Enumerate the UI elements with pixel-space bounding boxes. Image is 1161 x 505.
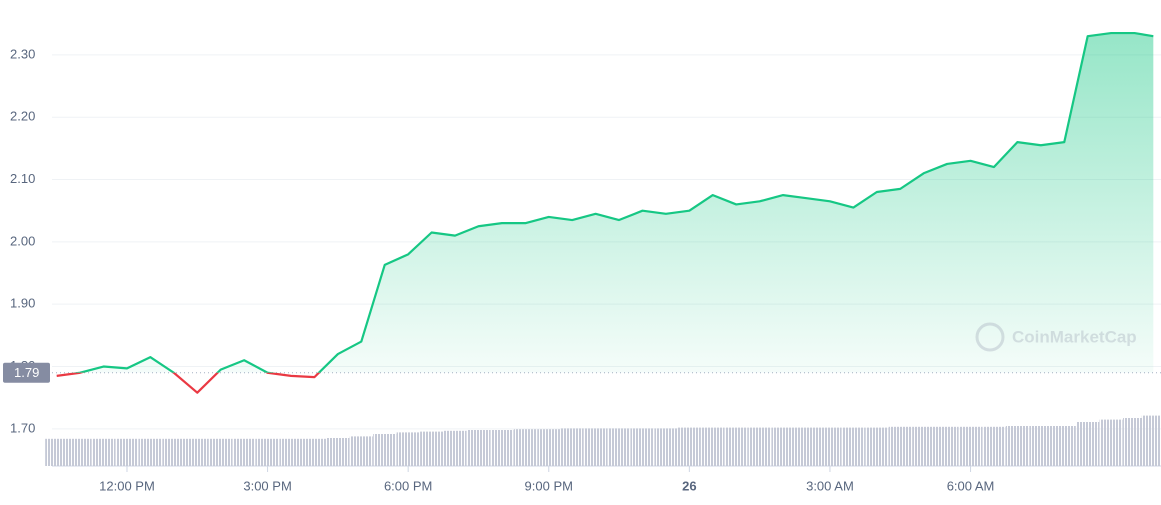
volume-bar xyxy=(560,428,584,466)
y-tick-label: 2.00 xyxy=(10,233,35,248)
volume-bar xyxy=(162,438,186,466)
y-tick-label: 2.30 xyxy=(10,46,35,61)
volume-bar xyxy=(959,426,983,466)
x-tick-label: 26 xyxy=(682,478,696,493)
volume-bar xyxy=(818,427,842,466)
volume-bar xyxy=(537,429,561,466)
volume-bar xyxy=(302,438,326,466)
volume-bar xyxy=(1076,422,1100,466)
volume-bar xyxy=(888,426,912,466)
volume-bar xyxy=(724,427,748,466)
volume-bar xyxy=(92,438,116,466)
volume-bar xyxy=(45,438,69,466)
volume-bar xyxy=(794,427,819,466)
volume-bar xyxy=(935,426,959,466)
price-line-up xyxy=(71,31,1154,373)
volume-bar xyxy=(1099,419,1123,466)
volume-bar xyxy=(466,430,490,466)
volume-bar xyxy=(185,438,209,466)
volume-bar xyxy=(232,438,256,466)
volume-bar xyxy=(841,427,865,466)
volume-bar xyxy=(607,428,631,466)
volume-bar xyxy=(256,438,280,466)
volume-bar xyxy=(443,430,467,466)
price-area xyxy=(80,33,1154,373)
y-tick-label: 2.20 xyxy=(10,109,35,124)
y-tick-label: 1.70 xyxy=(10,420,35,435)
reference-label-box xyxy=(3,362,50,383)
volume-bar xyxy=(513,429,537,466)
volume-bar xyxy=(1052,426,1076,466)
volume-bar xyxy=(748,427,772,466)
y-tick-label: 1.90 xyxy=(10,296,35,311)
volume-bar xyxy=(1123,418,1147,466)
watermark-logo xyxy=(975,322,1005,352)
volume-bar xyxy=(1029,426,1053,466)
x-tick-label: 6:00 AM xyxy=(947,478,995,493)
x-tick-label: 3:00 AM xyxy=(806,478,854,493)
x-tick-label: 6:00 PM xyxy=(384,478,432,493)
volume-bar xyxy=(630,428,655,466)
volume-bar xyxy=(396,432,420,466)
x-tick-label: 9:00 PM xyxy=(525,478,573,493)
volume-bar xyxy=(654,428,678,466)
y-tick-label: 2.10 xyxy=(10,171,35,186)
volume-bar xyxy=(115,438,139,466)
volume-bar xyxy=(865,427,889,466)
volume-bar xyxy=(982,426,1006,466)
watermark-text: CoinMarketCap xyxy=(1012,327,1137,346)
volume-bar xyxy=(771,427,795,466)
volume-bar xyxy=(701,427,725,466)
volume-bar xyxy=(138,438,162,466)
x-tick-label: 3:00 PM xyxy=(243,478,291,493)
reference-label: 1.79 xyxy=(14,365,39,380)
volume-bar xyxy=(68,438,92,466)
volume-bar xyxy=(677,427,701,466)
volume-bar xyxy=(373,434,397,466)
volume-bar xyxy=(349,436,373,466)
volume-bar xyxy=(490,430,514,466)
volume-bar xyxy=(326,438,350,466)
volume-bar xyxy=(584,428,608,466)
volume-bar xyxy=(279,438,303,466)
x-tick-label: 12:00 PM xyxy=(99,478,155,493)
volume-bar xyxy=(912,426,936,466)
volume-bar xyxy=(1005,426,1029,466)
volume-bar xyxy=(209,438,233,466)
watermark: CoinMarketCap xyxy=(975,322,1137,352)
volume-bar xyxy=(1141,415,1161,466)
volume-bar xyxy=(420,431,444,466)
